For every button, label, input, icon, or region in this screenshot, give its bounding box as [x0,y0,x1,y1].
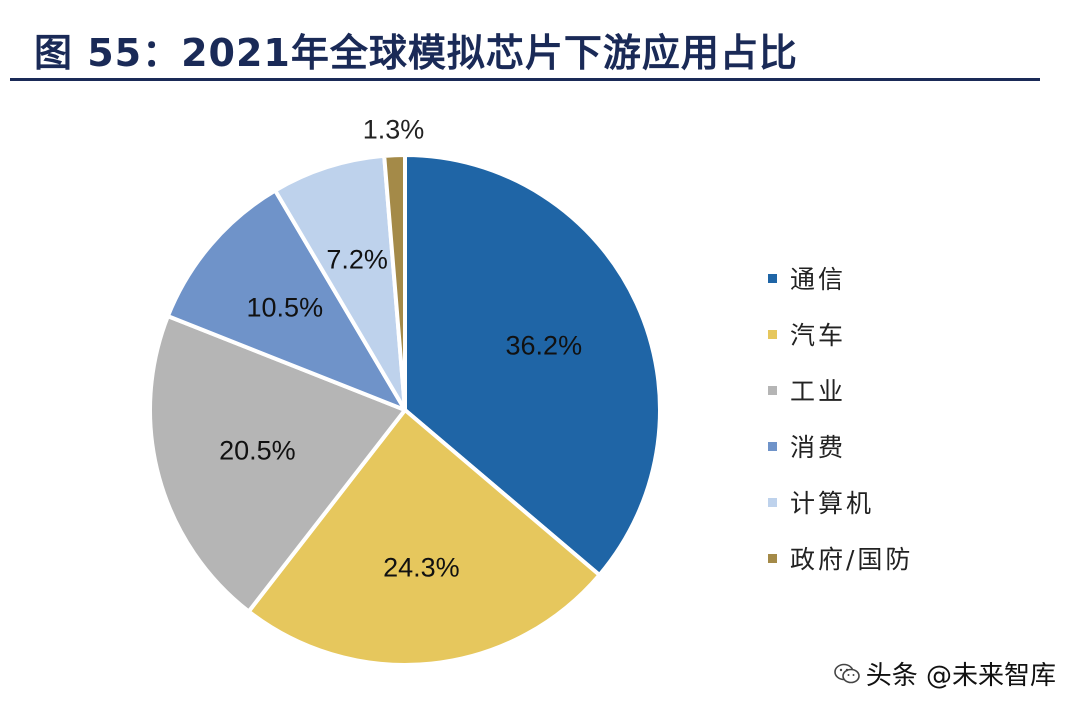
chart-title: 图 55：2021年全球模拟芯片下游应用占比 [34,31,798,75]
legend-label: 汽车 [790,321,847,350]
legend-label: 通信 [790,265,847,294]
legend-item-3: 工业 [768,362,988,418]
pie-slice-6 [382,153,407,412]
pie-slice-4 [165,188,407,412]
watermark: 头条 @未来智库 [832,655,1056,692]
slice-value-label-1: 36.2% [506,331,583,361]
pie-slice-5 [273,153,407,412]
legend-swatch [768,329,777,339]
legend-item-4: 消费 [768,418,988,474]
legend-label: 工业 [790,377,847,406]
pie-slice-1 [403,153,662,577]
pie-slice-2 [246,408,602,667]
legend-item-1: 通信 [768,250,988,306]
legend-swatch [768,497,777,507]
legend-item-5: 计算机 [768,474,988,530]
legend-swatch [768,273,777,283]
legend-swatch [768,385,777,395]
legend-swatch [768,553,777,563]
slice-value-label-4: 10.5% [247,292,324,322]
slice-value-label-3: 20.5% [219,435,296,465]
slice-value-label-5: 7.2% [326,244,388,274]
legend-item-2: 汽车 [768,306,988,362]
legend-item-6: 政府/国防 [768,530,988,586]
legend-label: 消费 [790,433,847,462]
pie-slice-3 [148,314,407,614]
slice-value-label-2: 24.3% [383,552,460,582]
legend-label: 政府/国防 [790,545,914,574]
watermark-text: 头条 @未来智库 [865,661,1056,691]
chart-legend: 通信汽车工业消费计算机政府/国防 [768,250,988,586]
title-divider [10,78,1040,81]
legend-swatch [768,441,777,451]
wechat-icon [833,663,860,683]
slice-value-label-6: 1.3% [363,115,425,145]
legend-label: 计算机 [790,489,875,518]
